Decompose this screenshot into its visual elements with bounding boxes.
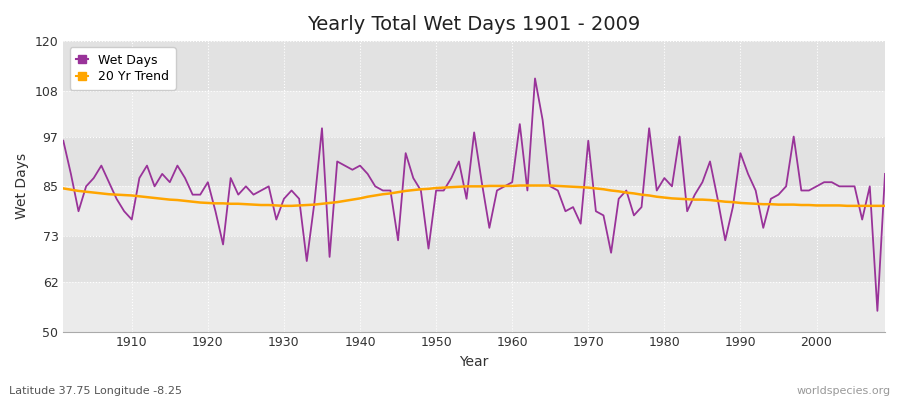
Wet Days [507, 180, 517, 184]
Bar [63, 136, 885, 186]
Wet Days [332, 159, 343, 164]
20 Yr Trend [879, 204, 890, 208]
20 Yr Trend [522, 183, 533, 188]
20 Yr Trend [293, 203, 304, 208]
Wet Days [872, 308, 883, 313]
20 Yr Trend [278, 204, 289, 208]
Text: worldspecies.org: worldspecies.org [796, 386, 891, 396]
Bar [63, 236, 885, 282]
Line: 20 Yr Trend: 20 Yr Trend [63, 186, 885, 206]
20 Yr Trend [515, 183, 526, 188]
Wet Days [606, 250, 616, 255]
Line: Wet Days: Wet Days [63, 78, 885, 311]
20 Yr Trend [507, 184, 517, 188]
Bar [63, 41, 885, 91]
Wet Days [119, 209, 130, 214]
Text: Latitude 37.75 Longitude -8.25: Latitude 37.75 Longitude -8.25 [9, 386, 182, 396]
Legend: Wet Days, 20 Yr Trend: Wet Days, 20 Yr Trend [69, 47, 176, 90]
20 Yr Trend [339, 198, 350, 203]
Bar [63, 186, 885, 236]
Wet Days [286, 188, 297, 193]
Wet Days [879, 172, 890, 176]
Wet Days [500, 184, 510, 189]
20 Yr Trend [119, 193, 130, 198]
Wet Days [58, 138, 68, 143]
20 Yr Trend [613, 189, 624, 194]
Wet Days [529, 76, 540, 81]
Bar [63, 282, 885, 332]
20 Yr Trend [58, 186, 68, 191]
Bar [63, 91, 885, 136]
X-axis label: Year: Year [460, 355, 489, 369]
Y-axis label: Wet Days: Wet Days [15, 153, 29, 220]
Title: Yearly Total Wet Days 1901 - 2009: Yearly Total Wet Days 1901 - 2009 [308, 15, 641, 34]
